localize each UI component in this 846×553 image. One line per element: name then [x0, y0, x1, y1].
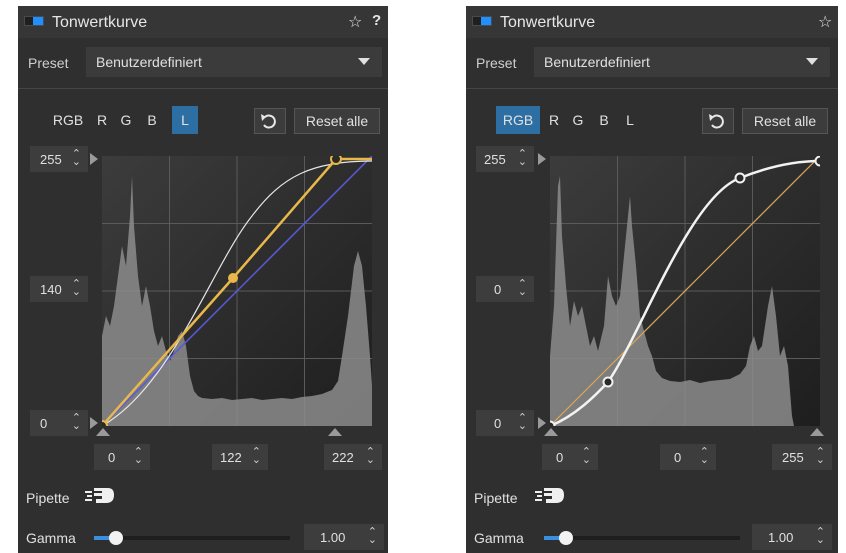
tone-curve-graph[interactable]: [102, 156, 372, 426]
tone-curve-panel-right: Tonwertkurve ☆ Preset Benutzerdefiniert …: [466, 6, 838, 553]
panel-header: Tonwertkurve ☆ ?: [18, 6, 388, 38]
tone-curve-graph[interactable]: [550, 156, 820, 426]
reset-all-button[interactable]: Reset alle: [742, 108, 828, 134]
pipette-label: Pipette: [474, 490, 518, 506]
output-min-handle[interactable]: [90, 417, 98, 429]
panel-toggle-icon[interactable]: [472, 16, 492, 26]
preset-dropdown[interactable]: Benutzerdefiniert: [534, 47, 830, 77]
star-icon[interactable]: ☆: [818, 14, 833, 31]
input-max-handle[interactable]: [810, 428, 824, 436]
tab-rgb[interactable]: RGB: [496, 106, 540, 134]
preset-value: Benutzerdefiniert: [544, 54, 650, 70]
tab-rgb[interactable]: RGB: [52, 112, 84, 128]
preset-dropdown[interactable]: Benutzerdefiniert: [86, 47, 382, 77]
input-max-stepper[interactable]: 222 ⌃ ⌄: [324, 444, 382, 470]
pipette-hand-icon[interactable]: [534, 484, 566, 506]
output-min-stepper[interactable]: 0 ⌃ ⌄: [30, 410, 88, 436]
panel-toggle-icon[interactable]: [24, 16, 44, 26]
gamma-slider[interactable]: [94, 531, 290, 545]
preset-label: Preset: [28, 55, 69, 71]
histogram: [102, 176, 372, 426]
curve-point[interactable]: [228, 273, 238, 283]
undo-icon: [261, 114, 276, 129]
gamma-slider-fill: [94, 536, 116, 540]
output-max-stepper[interactable]: 255 ⌃ ⌄: [30, 146, 88, 172]
output-mid-stepper[interactable]: 0 ⌃ ⌄: [476, 276, 534, 302]
chevron-down-icon: [806, 58, 818, 65]
tone-curve-panel-left: Tonwertkurve ☆ ? Preset Benutzerdefinier…: [18, 6, 388, 553]
gamma-slider-fill: [544, 536, 566, 540]
output-max-handle[interactable]: [90, 153, 98, 165]
curve-point[interactable]: [814, 156, 821, 167]
output-max-handle[interactable]: [538, 153, 546, 165]
gamma-slider-knob[interactable]: [109, 531, 123, 545]
tab-g[interactable]: G: [120, 112, 132, 128]
panel-header: Tonwertkurve ☆: [466, 6, 838, 38]
preset-label: Preset: [476, 55, 517, 71]
pipette-hand-icon[interactable]: [84, 484, 116, 506]
identity-diagonal: [102, 156, 372, 426]
panel-title: Tonwertkurve: [500, 14, 596, 31]
tab-b[interactable]: B: [147, 112, 157, 128]
gamma-label: Gamma: [26, 530, 76, 546]
output-mid-stepper[interactable]: 140 ⌃ ⌄: [30, 276, 88, 302]
gamma-stepper[interactable]: 1.00 ⌃ ⌄: [752, 524, 832, 550]
output-max-stepper[interactable]: 255 ⌃ ⌄: [476, 146, 534, 172]
output-min-stepper[interactable]: 0 ⌃ ⌄: [476, 410, 534, 436]
reset-all-button[interactable]: Reset alle: [294, 108, 380, 134]
luminance-curve-line: [102, 157, 372, 426]
undo-button[interactable]: [702, 108, 734, 134]
rgb-curve-line: [550, 159, 820, 426]
input-max-stepper[interactable]: 255 ⌃ ⌄: [772, 444, 832, 470]
curve-point[interactable]: [550, 420, 556, 427]
help-icon[interactable]: ?: [372, 12, 382, 29]
histogram: [550, 176, 794, 426]
tab-l[interactable]: L: [626, 112, 634, 128]
star-icon[interactable]: ☆: [348, 14, 363, 31]
curve-point[interactable]: [330, 156, 342, 165]
gamma-label: Gamma: [474, 530, 524, 546]
undo-button[interactable]: [254, 108, 286, 134]
input-min-handle[interactable]: [96, 428, 110, 436]
curve-point[interactable]: [102, 420, 108, 426]
tab-r[interactable]: R: [548, 112, 560, 128]
input-min-handle[interactable]: [544, 428, 558, 436]
identity-diagonal: [550, 156, 820, 426]
input-max-handle[interactable]: [328, 428, 342, 436]
curve-point[interactable]: [602, 376, 614, 388]
input-mid-stepper[interactable]: 122 ⌃ ⌄: [212, 444, 268, 470]
tab-b[interactable]: B: [599, 112, 609, 128]
input-min-stepper[interactable]: 0 ⌃ ⌄: [94, 444, 150, 470]
curve-point[interactable]: [734, 172, 746, 184]
input-min-stepper[interactable]: 0 ⌃ ⌄: [542, 444, 598, 470]
input-mid-stepper[interactable]: 0 ⌃ ⌄: [660, 444, 716, 470]
rgb-curve-line: [102, 160, 372, 426]
undo-icon: [709, 114, 724, 129]
chevron-down-icon: [358, 58, 370, 65]
divider: [466, 88, 838, 89]
gamma-slider[interactable]: [544, 531, 740, 545]
pipette-label: Pipette: [26, 490, 70, 506]
tab-g[interactable]: G: [572, 112, 584, 128]
tab-r[interactable]: R: [96, 112, 108, 128]
tab-l[interactable]: L: [172, 106, 198, 134]
panel-title: Tonwertkurve: [52, 14, 148, 31]
preset-value: Benutzerdefiniert: [96, 54, 202, 70]
output-min-handle[interactable]: [538, 417, 546, 429]
divider: [18, 88, 388, 89]
gamma-stepper[interactable]: 1.00 ⌃ ⌄: [304, 524, 384, 550]
gamma-slider-knob[interactable]: [559, 531, 573, 545]
